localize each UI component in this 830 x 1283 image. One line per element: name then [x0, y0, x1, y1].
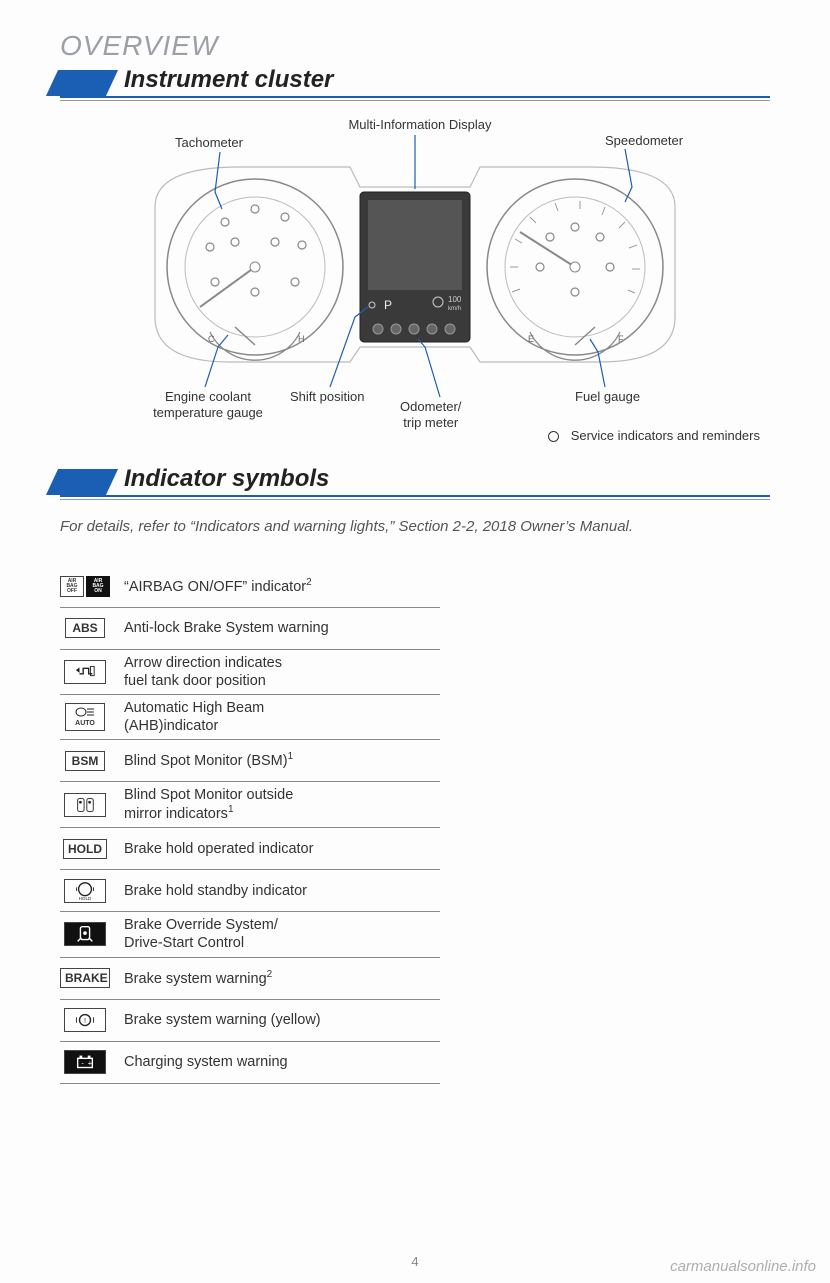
indicator-row: Arrow direction indicates fuel tank door…	[60, 650, 440, 695]
svg-text:HOLD: HOLD	[79, 896, 92, 901]
indicator-table: AIR BAGOFFAIR BAGON“AIRBAG ON/OFF” indic…	[60, 566, 440, 1084]
svg-text:!: !	[84, 1016, 86, 1025]
indicator-row: AIR BAGOFFAIR BAGON“AIRBAG ON/OFF” indic…	[60, 566, 440, 608]
svg-text:F: F	[618, 334, 624, 344]
section-header-indicators: Indicator symbols	[60, 465, 770, 497]
indicator-superscript: 1	[228, 804, 234, 815]
legend-service-indicators: Service indicators and reminders	[548, 428, 760, 443]
indicator-row: Brake Override System/ Drive-Start Contr…	[60, 912, 440, 957]
indicator-label: Brake hold operated indicator	[110, 840, 313, 858]
indicator-row: ABSAnti-lock Brake System warning	[60, 608, 440, 650]
indicator-label: Automatic High Beam (AHB)indicator	[110, 699, 264, 735]
instrument-cluster-diagram: C H E F	[60, 117, 770, 437]
indicator-label: Blind Spot Monitor (BSM)1	[110, 751, 293, 770]
gear-text: P	[384, 298, 392, 312]
indicator-label: Arrow direction indicates fuel tank door…	[110, 654, 282, 690]
svg-text:E: E	[528, 334, 534, 344]
indicator-icon: BRAKE	[60, 968, 110, 988]
section-underline	[60, 100, 770, 101]
indicator-icon: HOLD	[60, 879, 110, 903]
indicator-icon	[60, 922, 110, 946]
callout-fuel: Fuel gauge	[575, 389, 640, 405]
section-tab	[46, 70, 118, 96]
indicator-superscript: 2	[267, 969, 273, 980]
svg-text:+: +	[88, 1059, 92, 1068]
section-title-1: Instrument cluster	[124, 66, 333, 96]
svg-text:100: 100	[448, 295, 462, 304]
reference-note: For details, refer to “Indicators and wa…	[60, 516, 770, 538]
indicator-superscript: 2	[306, 577, 312, 588]
legend-text: Service indicators and reminders	[571, 428, 760, 443]
svg-text:-: -	[81, 1059, 84, 1068]
indicator-icon: AUTO	[60, 703, 110, 731]
indicator-icon: BSM	[60, 751, 110, 771]
indicator-row: -+Charging system warning	[60, 1042, 440, 1084]
legend-circle-icon	[548, 431, 559, 442]
indicator-label: Charging system warning	[110, 1053, 288, 1071]
svg-text:km/h: km/h	[448, 306, 461, 312]
svg-text:H: H	[298, 334, 305, 344]
indicator-row: BRAKEBrake system warning2	[60, 958, 440, 1000]
indicator-icon	[60, 793, 110, 817]
callout-odometer: Odometer/ trip meter	[400, 399, 461, 430]
indicator-superscript: 1	[288, 751, 294, 762]
indicator-label: Blind Spot Monitor outside mirror indica…	[110, 786, 293, 823]
indicator-row: ! Brake system warning (yellow)	[60, 1000, 440, 1042]
indicator-row: HOLD Brake hold standby indicator	[60, 870, 440, 912]
overview-label: OVERVIEW	[60, 30, 770, 62]
indicator-icon: !	[60, 1008, 110, 1032]
section-header-cluster: Instrument cluster	[60, 66, 770, 98]
indicator-label: Brake hold standby indicator	[110, 882, 307, 900]
indicator-icon	[60, 660, 110, 684]
indicator-row: AUTOAutomatic High Beam (AHB)indicator	[60, 695, 440, 740]
indicator-row: BSMBlind Spot Monitor (BSM)1	[60, 740, 440, 782]
indicator-row: Blind Spot Monitor outside mirror indica…	[60, 782, 440, 828]
indicator-icon: HOLD	[60, 839, 110, 859]
callout-coolant: Engine coolant temperature gauge	[138, 389, 278, 420]
indicator-icon: AIR BAGOFFAIR BAGON	[60, 576, 110, 597]
indicator-label: “AIRBAG ON/OFF” indicator2	[110, 577, 312, 596]
callout-mid: Multi-Information Display	[340, 117, 500, 133]
indicator-icon: ABS	[60, 618, 110, 638]
indicator-icon: -+	[60, 1050, 110, 1074]
callout-tachometer: Tachometer	[175, 135, 243, 151]
section-tab-2	[46, 469, 118, 495]
watermark: carmanualsonline.info	[670, 1258, 816, 1275]
page-number: 4	[411, 1254, 418, 1269]
section-underline-2	[60, 499, 770, 500]
indicator-row: HOLDBrake hold operated indicator	[60, 828, 440, 870]
indicator-label: Brake system warning (yellow)	[110, 1011, 321, 1029]
svg-text:C: C	[208, 334, 215, 344]
indicator-label: Brake Override System/ Drive-Start Contr…	[110, 916, 278, 952]
callout-shift: Shift position	[290, 389, 364, 405]
callout-speedometer: Speedometer	[605, 133, 683, 149]
indicator-label: Anti-lock Brake System warning	[110, 619, 329, 637]
section-title-2: Indicator symbols	[124, 465, 329, 495]
indicator-label: Brake system warning2	[110, 969, 272, 988]
